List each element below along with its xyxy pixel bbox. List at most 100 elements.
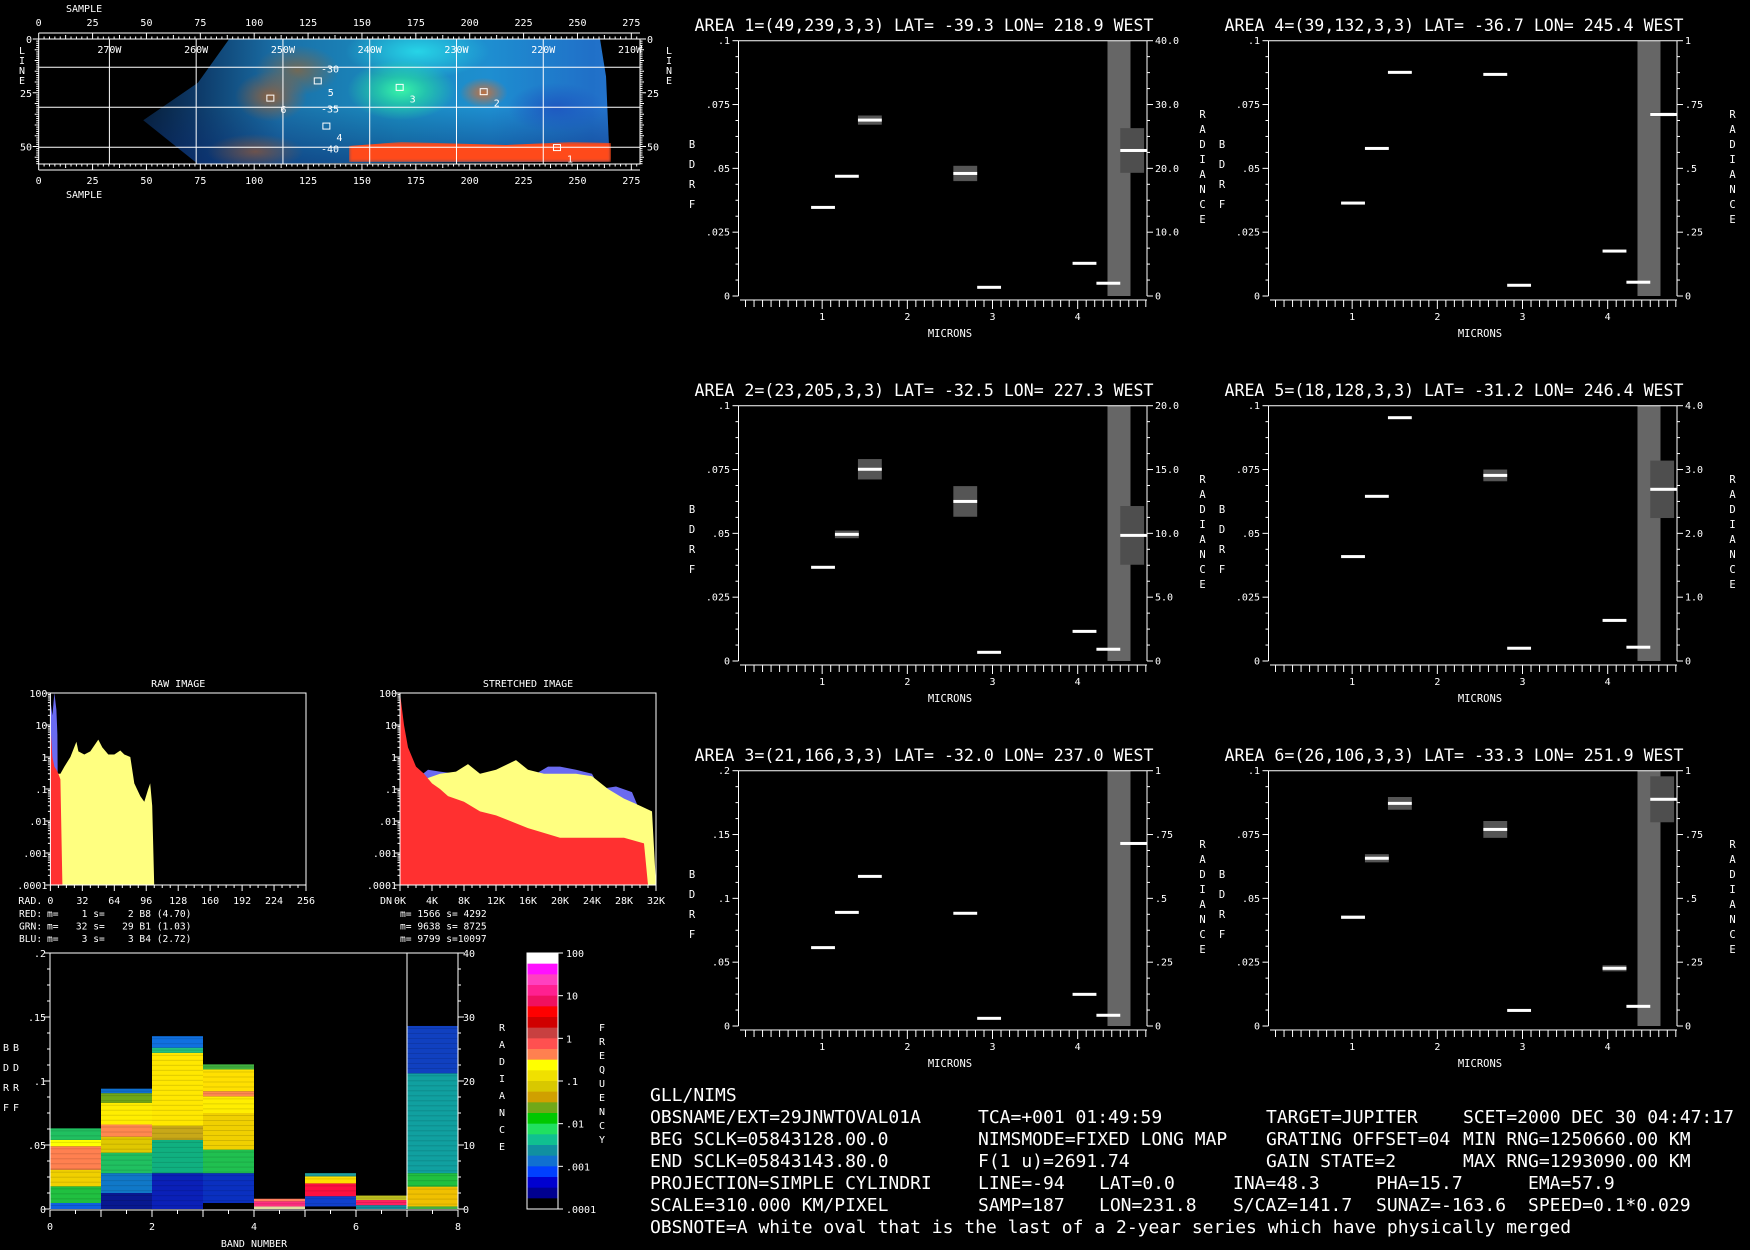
band-3-frequency-segment xyxy=(203,1149,254,1174)
radiance-tick-label: 0 xyxy=(1685,1022,1691,1033)
bdrf-tick-label: .075 xyxy=(1236,465,1260,476)
band-stripe xyxy=(407,1100,458,1102)
histogram-y-label: .001 xyxy=(23,849,47,860)
band-stripe xyxy=(407,1075,458,1077)
line-tick-label: 0 xyxy=(26,35,32,46)
sample-tick-label: 25 xyxy=(87,176,99,187)
histogram-y-label: 100 xyxy=(379,689,397,700)
bdrf-bar-mark xyxy=(1626,1004,1651,1008)
micron-axis-label: MICRONS xyxy=(928,693,972,705)
band-stripe xyxy=(407,1115,458,1117)
band-6-frequency-segment xyxy=(356,1195,407,1201)
bdrf-tick-label: 0 xyxy=(724,292,730,303)
radiance-tick-label: 1 xyxy=(1155,766,1161,777)
observation-info-field: BEG SCLK=05843128.00.0 xyxy=(650,1129,888,1150)
band-3-frequency-segment xyxy=(203,1202,254,1209)
micron-tick-label: 1 xyxy=(1349,677,1355,688)
band-stripe xyxy=(152,1141,203,1143)
stretched-stats: m= 9799 s=10097 xyxy=(400,934,487,945)
band-stripe xyxy=(203,1190,254,1192)
bdrf-bar-mark xyxy=(977,650,1002,654)
bdrf-bar-mark xyxy=(1096,647,1121,651)
band-stripe xyxy=(101,1095,152,1097)
band-stripe xyxy=(407,1062,458,1064)
band-stripe xyxy=(101,1114,152,1116)
band-stripe xyxy=(152,1079,203,1081)
histogram-y-label: 1 xyxy=(41,753,47,764)
observation-info-field: TCA=+001 01:49:59 xyxy=(978,1107,1162,1128)
bdrf-tick-label: .1 xyxy=(718,401,730,412)
bdrf-tick-label: .1 xyxy=(718,36,730,47)
band-stripe xyxy=(407,1180,458,1182)
band-stripe xyxy=(203,1180,254,1182)
band-stripe xyxy=(50,1158,101,1160)
band-stripe xyxy=(101,1180,152,1182)
radiance-tick-label: 5.0 xyxy=(1155,593,1173,604)
histogram-x-label: 224 xyxy=(265,896,283,907)
histogram-x-unit: RAD. xyxy=(18,896,42,907)
bdrf-tick-label: 0 xyxy=(724,657,730,668)
bdrf-tick-label: 0 xyxy=(724,1022,730,1033)
band-stripe xyxy=(407,1155,458,1157)
band-tick-label: 6 xyxy=(353,1222,359,1233)
band-stripe xyxy=(407,1057,458,1059)
histogram-y-label: .01 xyxy=(29,817,47,828)
histogram-area-red xyxy=(50,725,63,885)
bdrf-bar-mark xyxy=(1072,992,1097,996)
band-6-frequency-segment xyxy=(356,1205,407,1209)
bdrf-tick-label: 0 xyxy=(1254,1022,1260,1033)
observation-info-field: LON=231.8 xyxy=(1099,1195,1197,1216)
band-stripe xyxy=(407,1130,458,1132)
band-7-frequency-segment xyxy=(407,1025,458,1074)
sample-tick-label: 275 xyxy=(622,176,640,187)
observation-info-field: SCET=2000 DEC 30 04:47:17 xyxy=(1463,1107,1734,1128)
colorbar-swatch xyxy=(527,1187,558,1199)
micron-tick-label: 3 xyxy=(989,1042,995,1053)
micron-tick-label: 4 xyxy=(1605,312,1611,323)
band-stripe xyxy=(152,1195,203,1197)
observation-info-field: MAX RNG=1293090.00 KM xyxy=(1463,1151,1691,1172)
band-stripe xyxy=(152,1119,203,1121)
area-marker-box xyxy=(322,122,331,130)
bdrf-bar-mark xyxy=(977,1016,1002,1020)
sample-tick-label: 100 xyxy=(245,176,263,187)
band-1-frequency-segment xyxy=(101,1136,152,1153)
band-2-frequency-segment xyxy=(152,1173,203,1209)
observation-info-field: INA=48.3 xyxy=(1233,1173,1320,1194)
observation-info-field: SAMP=187 xyxy=(978,1195,1065,1216)
band-stripe xyxy=(407,1185,458,1187)
band-stripe xyxy=(254,1203,305,1205)
observation-info-field: LAT=0.0 xyxy=(1099,1173,1175,1194)
band-stripe xyxy=(152,1074,203,1076)
band-5-frequency-segment xyxy=(305,1206,356,1209)
colorbar-swatch xyxy=(527,1081,558,1093)
bdrf-bar-mark xyxy=(834,174,859,178)
bdrf-bar-mark xyxy=(857,118,882,122)
bdrf-tick-label: .1 xyxy=(718,894,730,905)
raw-stats: m= 1 s= 2 B8 (4.70) xyxy=(47,909,191,920)
thermal-band-region xyxy=(1107,405,1131,661)
band-stripe xyxy=(407,1188,458,1190)
band-stripe xyxy=(152,1180,203,1182)
bdrf-bar-mark xyxy=(857,467,882,471)
band-3-frequency-segment xyxy=(203,1113,254,1150)
radiance-tick-label: 30 xyxy=(463,1013,475,1024)
observation-info-field: SUNAZ=-163.6 xyxy=(1376,1195,1506,1216)
band-stripe xyxy=(152,1049,203,1051)
band-stripe xyxy=(50,1198,101,1200)
band-stripe xyxy=(101,1169,152,1171)
bdrf-tick-label: .075 xyxy=(706,465,730,476)
observation-info-field: EMA=57.9 xyxy=(1528,1173,1615,1194)
histogram-y-label: 1 xyxy=(391,753,397,764)
bdrf-bar-mark xyxy=(953,171,978,175)
histogram-area-red xyxy=(400,693,648,885)
band-stripe xyxy=(152,1132,203,1134)
radiance-bar-mark xyxy=(1120,841,1147,845)
histogram-title: STRETCHED IMAGE xyxy=(483,679,573,690)
colorbar-swatch xyxy=(527,1059,558,1071)
observation-info-field: GAIN STATE=2 xyxy=(1266,1151,1396,1172)
